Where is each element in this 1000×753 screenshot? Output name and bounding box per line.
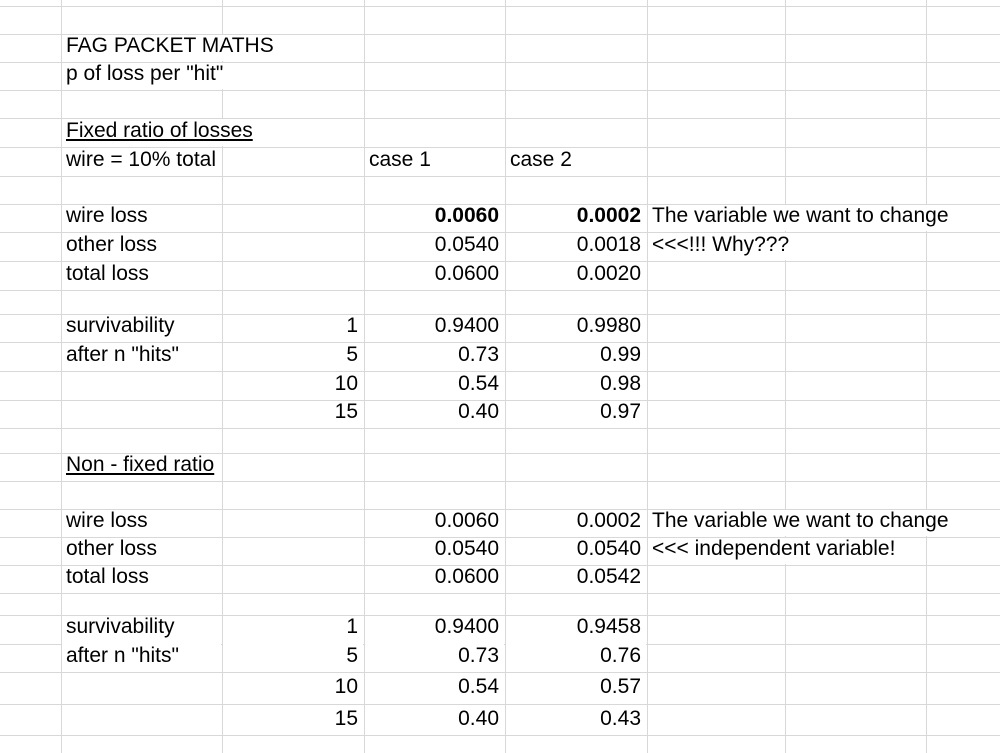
cell-s2-surv-case1-0[interactable]: 0.9400 — [365, 615, 504, 642]
cell-s1-other-loss-note[interactable]: <<<!!! Why??? — [648, 233, 925, 260]
cell-s1-surv-case1-2[interactable]: 0.54 — [365, 372, 504, 399]
cell-s1-hits-3[interactable]: 15 — [223, 400, 363, 427]
cell-s2-surv-case2-3[interactable]: 0.43 — [506, 705, 646, 734]
cell-title[interactable]: FAG PACKET MATHS — [62, 34, 363, 61]
cell-s1-hits-0[interactable]: 1 — [223, 314, 363, 341]
cell-s2-surv-label[interactable]: survivability — [62, 615, 221, 642]
cell-s1-surv-label[interactable]: survivability — [62, 314, 221, 341]
cell-s1-other-loss-label[interactable]: other loss — [62, 233, 221, 260]
cell-s2-after-hits-label[interactable]: after n "hits" — [62, 644, 221, 671]
cell-s2-other-loss-case2[interactable]: 0.0540 — [506, 537, 646, 564]
cell-s2-total-loss-case2[interactable]: 0.0542 — [506, 565, 646, 592]
cell-s2-hits-1[interactable]: 5 — [223, 644, 363, 671]
cell-s1-hits-1[interactable]: 5 — [223, 343, 363, 370]
cell-s1-case1-header[interactable]: case 1 — [365, 148, 504, 175]
cell-s2-wire-loss-label[interactable]: wire loss — [62, 509, 221, 536]
cell-s2-heading[interactable]: Non - fixed ratio — [62, 453, 221, 480]
cell-s1-wire-loss-label[interactable]: wire loss — [62, 204, 221, 231]
cell-s2-other-loss-label[interactable]: other loss — [62, 537, 221, 564]
cell-s2-other-loss-case1[interactable]: 0.0540 — [365, 537, 504, 564]
cell-s1-case2-header[interactable]: case 2 — [506, 148, 646, 175]
cell-s1-surv-case2-1[interactable]: 0.99 — [506, 343, 646, 370]
cell-s1-hits-2[interactable]: 10 — [223, 372, 363, 399]
cell-s2-surv-case2-0[interactable]: 0.9458 — [506, 615, 646, 642]
cell-s2-total-loss-label[interactable]: total loss — [62, 565, 221, 592]
cell-s1-total-loss-label[interactable]: total loss — [62, 262, 221, 289]
cell-s1-surv-case1-0[interactable]: 0.9400 — [365, 314, 504, 341]
cell-s1-wire-loss-note[interactable]: The variable we want to change — [648, 204, 1000, 231]
cell-s2-surv-case1-2[interactable]: 0.54 — [365, 673, 504, 702]
cell-s1-after-hits-label[interactable]: after n "hits" — [62, 343, 221, 370]
cell-s2-surv-case2-2[interactable]: 0.57 — [506, 673, 646, 702]
cell-s2-hits-0[interactable]: 1 — [223, 615, 363, 642]
cell-s1-surv-case1-3[interactable]: 0.40 — [365, 400, 504, 427]
cell-s2-surv-case1-3[interactable]: 0.40 — [365, 705, 504, 734]
cell-s2-wire-loss-case2[interactable]: 0.0002 — [506, 509, 646, 536]
cell-s1-surv-case2-2[interactable]: 0.98 — [506, 372, 646, 399]
cell-s2-hits-3[interactable]: 15 — [223, 705, 363, 734]
cell-s1-wire-loss-case1[interactable]: 0.0060 — [365, 204, 504, 231]
cell-s1-total-loss-case1[interactable]: 0.0600 — [365, 262, 504, 289]
cell-s1-surv-case2-0[interactable]: 0.9980 — [506, 314, 646, 341]
cell-s1-surv-case2-3[interactable]: 0.97 — [506, 400, 646, 427]
cell-subtitle[interactable]: p of loss per "hit" — [62, 62, 363, 89]
cell-s1-other-loss-case2[interactable]: 0.0018 — [506, 233, 646, 260]
cell-s2-hits-2[interactable]: 10 — [223, 673, 363, 702]
cell-s1-total-loss-case2[interactable]: 0.0020 — [506, 262, 646, 289]
cell-s1-other-loss-case1[interactable]: 0.0540 — [365, 233, 504, 260]
cell-s2-other-loss-note[interactable]: <<< independent variable! — [648, 537, 925, 564]
cell-s1-surv-case1-1[interactable]: 0.73 — [365, 343, 504, 370]
cell-s2-surv-case2-1[interactable]: 0.76 — [506, 644, 646, 671]
cell-s1-heading[interactable]: Fixed ratio of losses — [62, 119, 363, 146]
cell-s2-wire-loss-case1[interactable]: 0.0060 — [365, 509, 504, 536]
cell-s1-wire-loss-case2[interactable]: 0.0002 — [506, 204, 646, 231]
cell-s2-wire-loss-note[interactable]: The variable we want to change — [648, 509, 1000, 536]
cell-s1-subheading[interactable]: wire = 10% total — [62, 148, 221, 175]
cell-s2-surv-case1-1[interactable]: 0.73 — [365, 644, 504, 671]
cell-s2-total-loss-case1[interactable]: 0.0600 — [365, 565, 504, 592]
